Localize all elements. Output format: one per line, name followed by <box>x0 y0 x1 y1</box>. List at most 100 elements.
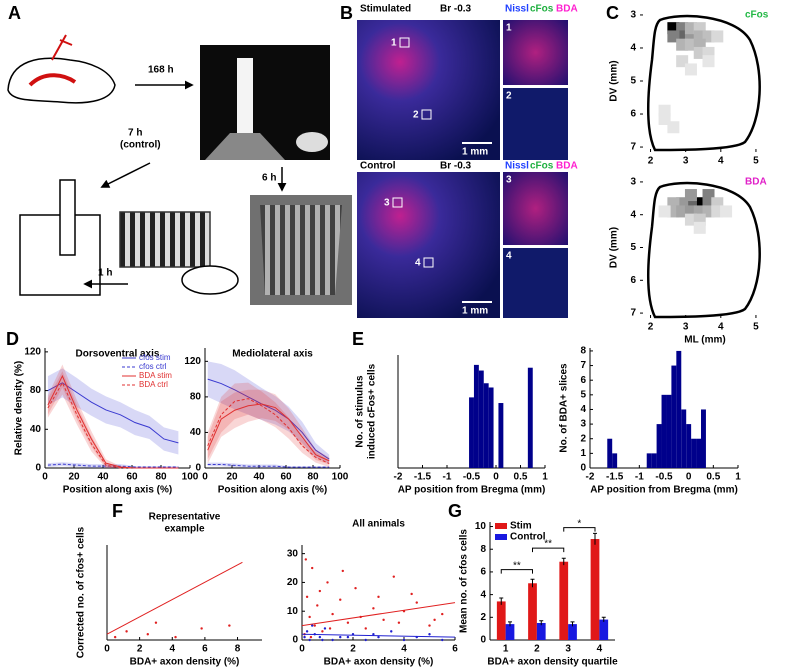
inset <box>503 88 568 160</box>
line <box>207 463 330 468</box>
x-tick-label: 3 <box>683 156 689 167</box>
y-axis-label: No. of stimulus <box>355 375 366 448</box>
inset-label: 4 <box>506 251 512 262</box>
error-band <box>207 389 330 465</box>
door-light <box>237 58 253 133</box>
point <box>397 621 401 624</box>
error-bar <box>601 616 606 622</box>
injection <box>28 73 77 87</box>
bar <box>469 397 474 468</box>
inset <box>503 172 568 245</box>
x-axis-label: AP position from Bregma (mm) <box>590 485 738 496</box>
point <box>113 635 117 639</box>
point <box>326 581 329 584</box>
x-tick-label: 2 <box>648 156 654 167</box>
heat-cell <box>693 30 706 43</box>
point <box>125 630 128 633</box>
legend-label: cfos stim <box>139 353 171 362</box>
legend-swatch <box>495 523 507 529</box>
bar <box>686 424 692 468</box>
syringe <box>51 34 73 61</box>
legend-label: BDA ctrl <box>139 380 168 389</box>
y-tick-label: 8 <box>480 544 486 555</box>
point <box>428 633 431 636</box>
y-tick-label: 20 <box>287 577 299 588</box>
y-axis-label: induced cFos+ cells <box>367 363 378 459</box>
brain-outline <box>647 14 761 152</box>
fit-line <box>106 561 243 635</box>
x-tick-label: 6 <box>202 644 208 655</box>
y-tick-label: 5 <box>580 389 586 400</box>
bar <box>498 403 504 468</box>
point <box>323 627 327 630</box>
panel-label: D <box>6 329 19 349</box>
significance-bracket <box>563 527 596 532</box>
heat-cell <box>667 121 680 134</box>
error-bar <box>499 597 504 605</box>
x-tick-label: 5 <box>753 322 759 333</box>
point <box>305 630 309 633</box>
point <box>377 635 380 639</box>
y-tick-label: 6 <box>480 567 486 578</box>
heat-cell <box>667 30 680 43</box>
y-tick-label: 4 <box>630 209 636 220</box>
error-bar <box>570 621 575 627</box>
point <box>341 569 344 573</box>
rat <box>296 132 328 152</box>
error-band <box>207 462 330 468</box>
significance-bracket <box>500 569 533 574</box>
y-axis-label: Mean no. of cfos cells <box>459 529 470 633</box>
inset-label: 1 <box>506 23 512 34</box>
y-tick-label: 5 <box>630 76 636 87</box>
point <box>428 624 431 627</box>
micrograph <box>357 20 500 160</box>
inset-label: 2 <box>506 91 512 102</box>
line <box>47 374 179 469</box>
x-tick-label: 0.5 <box>514 472 528 483</box>
x-tick-label: 4 <box>718 322 724 333</box>
panel-label: B <box>340 3 353 23</box>
point <box>311 624 314 627</box>
panel-label: F <box>112 501 123 521</box>
x-tick-label: 6 <box>452 644 458 655</box>
y-tick-label: 40 <box>190 427 202 438</box>
error-band <box>47 368 179 455</box>
error-bar <box>508 621 512 627</box>
legend-label: cFos <box>745 10 769 21</box>
legend-label: Stim <box>510 521 532 532</box>
heat-cell <box>684 63 697 76</box>
y-tick-label: 7 <box>630 308 636 319</box>
chart-title: Dorsoventral axis <box>76 349 160 360</box>
x-tick-label: 1 <box>542 472 548 483</box>
x-tick-label: 20 <box>226 472 238 483</box>
x-tick-label: 2 <box>648 322 654 333</box>
panel-label: C <box>606 3 619 23</box>
bar <box>568 624 577 640</box>
x-tick-label: -1.5 <box>606 472 624 483</box>
point <box>377 595 380 599</box>
point <box>200 627 203 630</box>
chart-title: Representative <box>149 512 221 523</box>
y-tick-label: 3 <box>580 419 586 430</box>
y-tick-label: 0 <box>292 635 298 646</box>
heat-cell <box>684 22 697 35</box>
point <box>316 604 319 607</box>
y-tick-label: 30 <box>287 548 299 559</box>
point <box>441 612 444 616</box>
y-tick-label: 0 <box>35 463 41 474</box>
section-label: Br -0.3 <box>440 161 472 172</box>
x-axis-label: BDA+ axon density (%) <box>324 657 434 667</box>
point <box>311 566 314 570</box>
y-tick-label: 1 <box>580 448 586 459</box>
fit-line <box>301 633 456 638</box>
brain-outline <box>647 181 761 319</box>
condition-label: Stimulated <box>360 4 411 15</box>
x-tick-label: 100 <box>332 472 349 483</box>
point <box>321 630 324 633</box>
x-axis-label: ML (mm) <box>684 335 725 346</box>
y-tick-label: 4 <box>580 404 586 415</box>
stain-label: BDA <box>556 4 578 15</box>
x-tick-label: 0 <box>493 472 499 483</box>
y-tick-label: 5 <box>630 242 636 253</box>
x-tick-label: -0.5 <box>463 472 481 483</box>
